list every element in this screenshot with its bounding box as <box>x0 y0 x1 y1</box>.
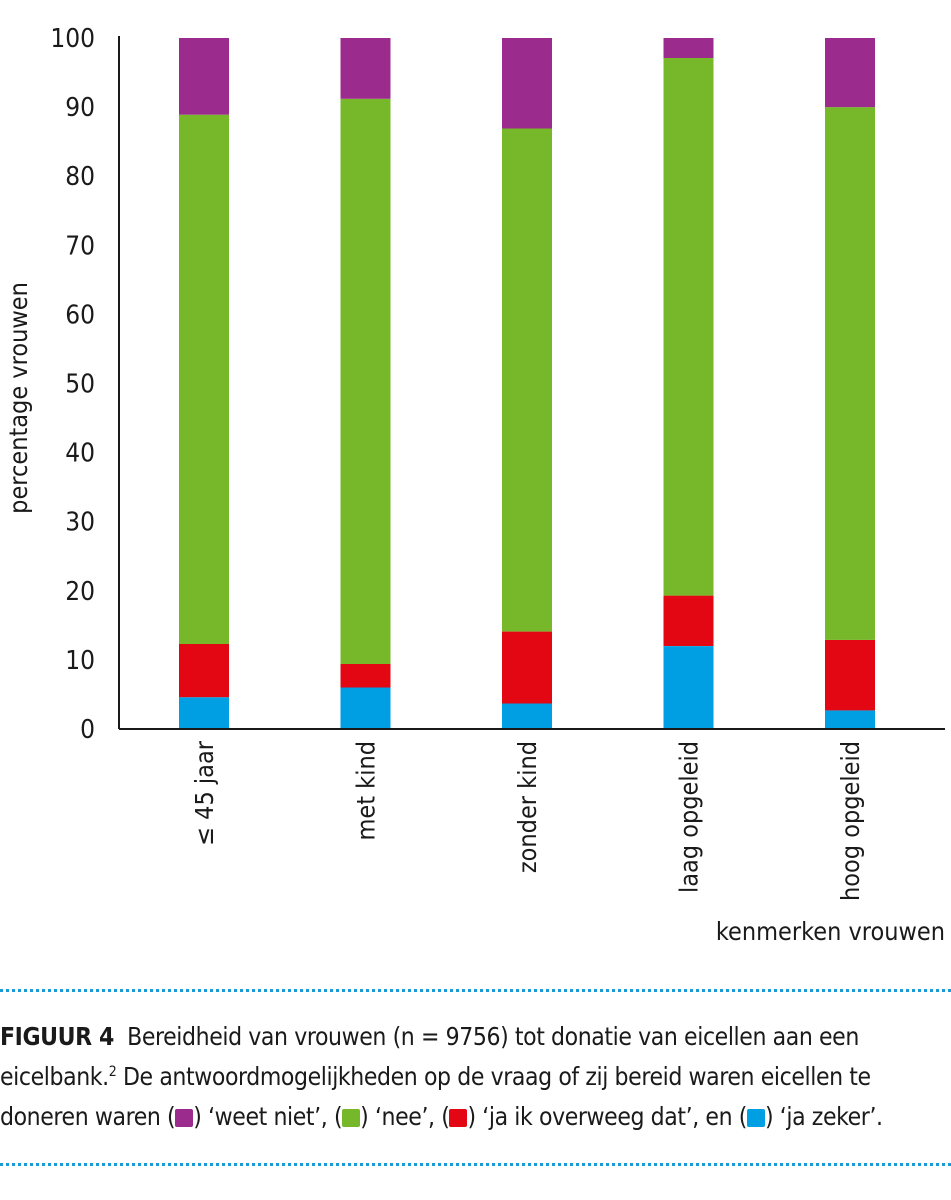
legend-label-ja-zeker: ) ‘ja zeker’. <box>764 1102 883 1131</box>
bar-segment-weet-niet-1 <box>340 38 391 99</box>
x-category-label-1: met kind <box>352 741 381 841</box>
caption-divider-bottom <box>0 1163 951 1166</box>
y-tick-label-20: 20 <box>65 577 95 607</box>
figure-label: FIGUUR 4 <box>0 1022 114 1051</box>
bar-segment-nee-4 <box>825 107 875 640</box>
bar-segment-nee-1 <box>340 98 391 665</box>
y-tick-labels: 0 10 20 30 40 50 60 70 80 90 100 <box>50 24 95 745</box>
x-category-label-3: laag opgeleid <box>675 741 704 893</box>
stacked-bar-chart: 0 10 20 30 40 50 60 70 80 90 100 ≤ 45 jaar met kind… <box>4 24 945 946</box>
bar-segment-weet-niet-4 <box>825 38 875 108</box>
y-axis-label: percentage vrouwen <box>4 282 33 514</box>
y-tick-label-60: 60 <box>65 300 95 330</box>
bar-segment-nee-0 <box>179 114 229 644</box>
legend-swatch-nee <box>342 1109 361 1127</box>
y-tick-label-0: 0 <box>80 715 95 745</box>
caption-line-2: eicelbank.2 De antwoordmogelijkheden op … <box>0 1057 951 1097</box>
y-tick-label-50: 50 <box>65 370 95 400</box>
axes-layer <box>118 36 945 730</box>
x-category-labels: ≤ 45 jaar met kind zonder kind laag opgelei… <box>190 740 865 901</box>
x-category-label-2: zonder kind <box>513 741 542 873</box>
y-tick-label-80: 80 <box>65 162 95 192</box>
bar-segment-weet-niet-0 <box>179 38 229 115</box>
bar-segment-ja-ik-overweeg-dat-1 <box>340 664 391 688</box>
x-axis-label: kenmerken vrouwen <box>716 917 945 946</box>
bar-segment-weet-niet-2 <box>502 38 552 129</box>
caption-text-3: De antwoordmogelijkheden op de vraag of … <box>116 1062 871 1091</box>
y-tick-label-30: 30 <box>65 508 95 538</box>
y-tick-label-70: 70 <box>65 231 95 261</box>
bars-layer <box>179 38 875 729</box>
legend-label-nee: ) ‘nee’, ( <box>360 1102 450 1131</box>
caption-line-1: FIGUUR 4 Bereidheid van vrouwen (n = 975… <box>0 1017 951 1057</box>
bar-segment-ja-ik-overweeg-dat-2 <box>502 631 552 704</box>
caption-text-2: eicelbank. <box>0 1062 109 1091</box>
reference-superscript: 2 <box>108 1063 117 1080</box>
bar-segment-nee-2 <box>502 128 552 632</box>
bar-segment-ja-ik-overweeg-dat-3 <box>663 595 714 646</box>
bar-segment-ja-ik-overweeg-dat-0 <box>179 644 229 698</box>
bar-segment-ja-zeker-0 <box>179 697 229 729</box>
legend-swatch-weet-niet <box>175 1109 194 1127</box>
bar-segment-ja-zeker-3 <box>663 646 714 729</box>
legend-label-ja-overweeg: ) ‘ja ik overweeg dat’, en ( <box>467 1102 747 1131</box>
bar-segment-ja-zeker-4 <box>825 710 875 729</box>
legend-label-weet-niet: ) ‘weet niet’, ( <box>193 1102 343 1131</box>
bar-segment-weet-niet-3 <box>663 38 714 58</box>
bar-segment-ja-ik-overweeg-dat-4 <box>825 639 875 711</box>
caption-text-1: Bereidheid van vrouwen (n = 9756) tot do… <box>127 1022 859 1051</box>
y-tick-label-90: 90 <box>65 93 95 123</box>
caption-line-3: doneren waren ( ) ‘weet niet’, ( ) ‘nee’, … <box>0 1097 951 1137</box>
bar-segment-nee-3 <box>663 58 714 596</box>
bar-segment-ja-zeker-2 <box>502 703 552 729</box>
x-category-label-4: hoog opgeleid <box>836 741 865 901</box>
caption-divider-top <box>0 989 951 992</box>
legend-swatch-ja-overweeg <box>449 1109 468 1127</box>
bar-segment-ja-zeker-1 <box>340 687 391 729</box>
y-tick-label-40: 40 <box>65 439 95 469</box>
caption-legend-prefix: doneren waren ( <box>0 1102 176 1131</box>
y-tick-label-10: 10 <box>65 646 95 676</box>
y-tick-label-100: 100 <box>50 24 95 54</box>
legend-swatch-ja-zeker <box>746 1109 765 1127</box>
x-category-label-0: ≤ 45 jaar <box>190 740 219 846</box>
figure-caption: FIGUUR 4 Bereidheid van vrouwen (n = 975… <box>0 1017 951 1137</box>
